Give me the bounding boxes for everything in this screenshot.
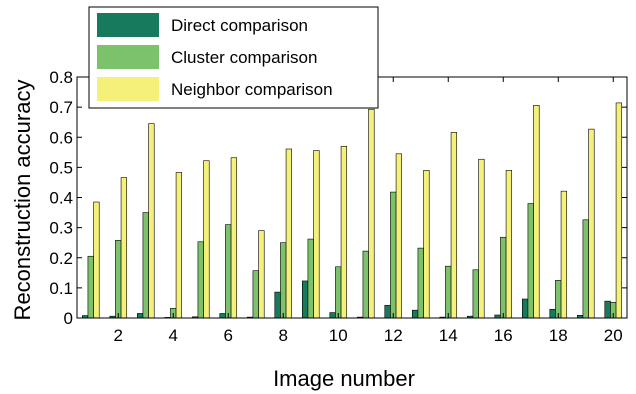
- legend-item-neighbor-comparison: Neighbor comparison: [97, 77, 333, 101]
- bar-neighbor-comparison-1: [93, 201, 100, 319]
- bar-cluster-comparison-10: [335, 266, 342, 319]
- x-tick-label: 12: [384, 326, 403, 345]
- bar-neighbor-comparison-3: [148, 123, 155, 319]
- legend-label-neighbor-comparison: Neighbor comparison: [171, 80, 333, 99]
- legend-swatch-direct-comparison: [97, 13, 159, 37]
- y-tick-label: 0.5: [49, 158, 73, 177]
- bar-direct-comparison-9: [301, 280, 309, 319]
- x-tick-label: 20: [604, 326, 623, 345]
- bar-direct-comparison-12: [384, 305, 391, 319]
- bar-neighbor-comparison-20: [615, 102, 623, 319]
- bar-neighbor-comparison-11: [368, 108, 375, 319]
- bar-neighbor-comparison-8: [285, 148, 293, 319]
- bar-cluster-comparison-15: [472, 269, 479, 319]
- bar-direct-comparison-8: [274, 291, 281, 319]
- bar-direct-comparison-18: [549, 308, 556, 319]
- y-axis-label: Reconstruction accuracy: [10, 80, 35, 321]
- legend-label-direct-comparison: Direct comparison: [171, 16, 308, 35]
- bar-cluster-comparison-13: [417, 247, 424, 319]
- bar-cluster-comparison-16: [500, 236, 507, 319]
- legend-item-direct-comparison: Direct comparison: [97, 13, 308, 37]
- bar-neighbor-comparison-16: [505, 170, 513, 319]
- legend: Direct comparison Cluster comparison Nei…: [88, 6, 379, 109]
- legend-swatch-cluster-comparison: [97, 45, 159, 69]
- bar-neighbor-comparison-12: [395, 153, 403, 319]
- bar-neighbor-comparison-17: [533, 105, 540, 319]
- bar-cluster-comparison-5: [197, 241, 204, 319]
- x-axis-label: Image number: [273, 366, 415, 391]
- y-tick-label: 0.2: [49, 249, 73, 268]
- y-tick-label: 0.8: [49, 68, 73, 87]
- bar-neighbor-comparison-2: [120, 177, 128, 319]
- bar-cluster-comparison-2: [115, 239, 122, 319]
- y-tick-label: 0: [64, 309, 73, 328]
- bar-cluster-comparison-8: [280, 242, 287, 319]
- bar-cluster-comparison-11: [362, 250, 369, 319]
- bar-neighbor-comparison-15: [478, 158, 485, 319]
- y-axis-ticks: 0 0.1 0.2 0.3 0.4 0.5 0.6 0.7 0.8: [49, 68, 627, 328]
- bar-neighbor-comparison-10: [340, 145, 348, 319]
- y-tick-label: 0.4: [49, 189, 73, 208]
- y-tick-label: 0.3: [49, 219, 73, 238]
- bar-neighbor-comparison-19: [588, 128, 595, 319]
- x-tick-label: 6: [224, 326, 233, 345]
- bar-direct-comparison-3: [136, 313, 144, 319]
- bar-neighbor-comparison-4: [175, 172, 183, 319]
- bar-neighbor-comparison-13: [423, 170, 430, 319]
- bar-cluster-comparison-17: [527, 203, 534, 319]
- bar-cluster-comparison-19: [582, 219, 589, 319]
- bar-direct-comparison-17: [521, 298, 529, 319]
- x-tick-label: 8: [279, 326, 288, 345]
- bar-cluster-comparison-9: [307, 238, 314, 319]
- bar-neighbor-comparison-18: [560, 190, 568, 319]
- bar-neighbor-comparison-9: [313, 150, 320, 319]
- bar-cluster-comparison-1: [87, 255, 94, 319]
- bar-direct-comparison-20: [604, 300, 611, 319]
- bar-cluster-comparison-14: [445, 265, 452, 319]
- bar-neighbor-comparison-5: [203, 160, 210, 319]
- y-tick-label: 0.7: [49, 98, 73, 117]
- bar-direct-comparison-13: [411, 309, 419, 319]
- bar-cluster-comparison-7: [252, 270, 259, 319]
- bar-neighbor-comparison-6: [230, 157, 238, 319]
- y-tick-label: 0.6: [49, 128, 73, 147]
- x-tick-label: 10: [329, 326, 348, 345]
- y-tick-label: 0.1: [49, 279, 73, 298]
- x-tick-label: 16: [494, 326, 513, 345]
- legend-swatch-neighbor-comparison: [97, 77, 159, 101]
- bar-direct-comparison-10: [329, 312, 336, 319]
- bar-neighbor-comparison-14: [450, 132, 458, 319]
- bar-cluster-comparison-18: [555, 280, 562, 319]
- legend-item-cluster-comparison: Cluster comparison: [97, 45, 317, 69]
- bar-cluster-comparison-6: [225, 224, 232, 319]
- x-tick-label: 2: [114, 326, 123, 345]
- legend-label-cluster-comparison: Cluster comparison: [171, 48, 317, 67]
- x-tick-label: 14: [439, 326, 458, 345]
- x-tick-label: 4: [169, 326, 178, 345]
- bar-cluster-comparison-3: [142, 212, 149, 319]
- bar-direct-comparison-6: [219, 313, 226, 319]
- bar-cluster-comparison-12: [390, 191, 397, 319]
- x-tick-label: 18: [549, 326, 568, 345]
- bar-neighbor-comparison-7: [258, 230, 265, 319]
